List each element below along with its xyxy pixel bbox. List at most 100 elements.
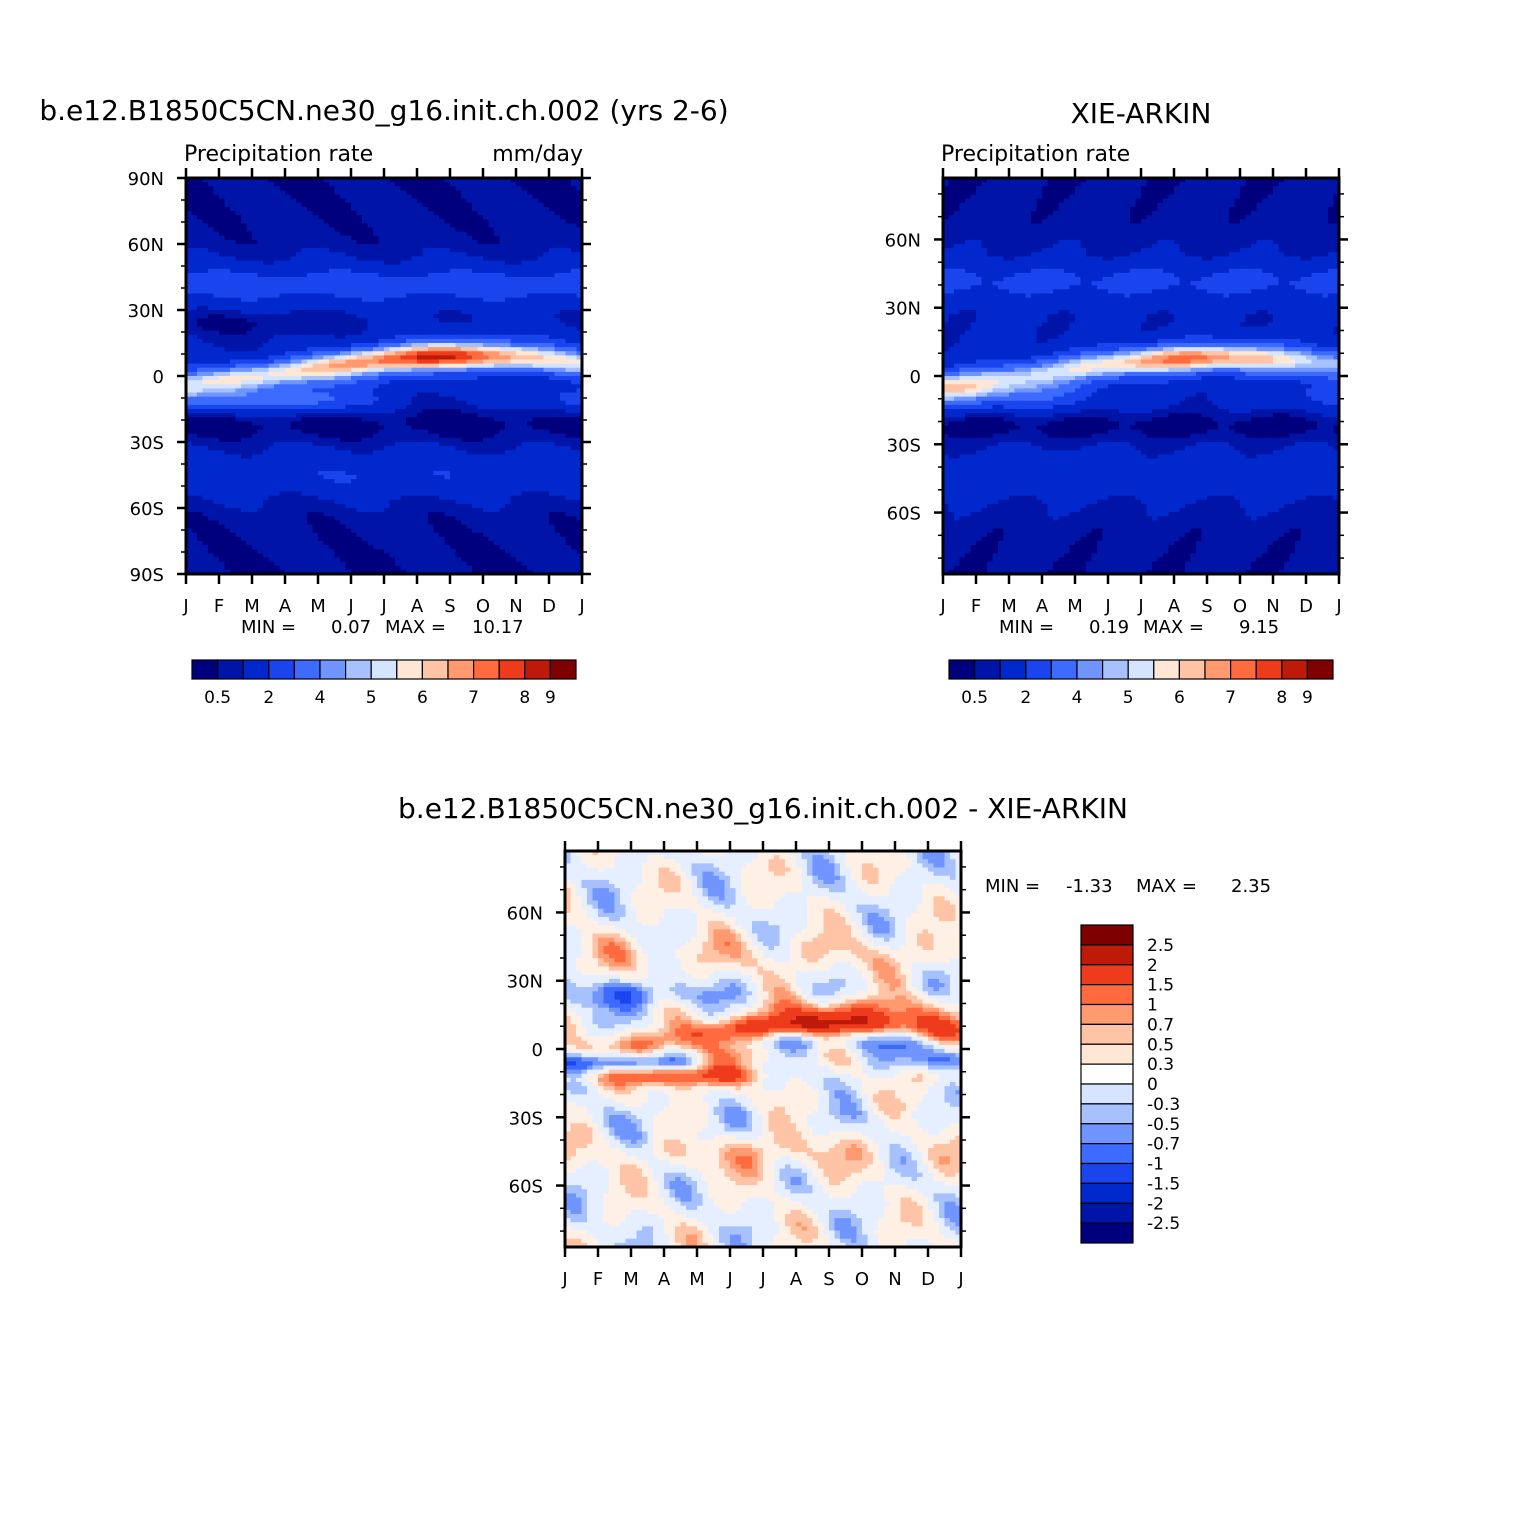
field-cell [439,178,446,183]
field-cell [488,442,495,447]
field-cell [230,429,237,435]
field-cell [450,305,457,311]
field-cell [296,235,303,241]
field-cell [191,260,198,266]
field-cell [494,235,501,241]
field-cell [279,272,286,278]
field-cell [301,347,308,352]
field-cell [367,330,374,336]
field-cell [516,330,523,336]
field-cell [521,384,528,389]
field-cell [246,318,253,323]
field-cell [422,223,429,229]
field-cell [191,446,198,451]
field-cell [439,392,446,398]
field-cell [422,442,429,447]
field-cell [516,400,523,406]
field-cell [252,244,259,249]
field-cell [384,367,391,373]
field-cell [428,347,435,352]
field-cell [538,400,545,406]
field-cell [279,462,286,468]
field-cell [549,289,556,295]
field-cell [510,289,517,295]
field-cell [538,347,545,352]
field-cell [285,223,292,229]
field-cell [208,421,215,427]
field-cell [373,215,380,220]
field-cell [296,227,303,233]
field-cell [362,268,369,274]
field-cell [560,433,567,439]
field-cell [516,231,523,237]
field-cell [279,277,286,282]
field-cell [549,268,556,274]
field-cell [274,355,281,361]
field-cell [378,186,385,191]
field-cell [296,367,303,373]
field-cell [411,252,418,257]
field-cell [395,359,402,365]
field-cell [510,194,517,200]
field-cell [560,409,567,414]
field-cell [450,384,457,389]
field-cell [351,425,358,431]
field-cell [389,334,396,340]
field-cell [345,293,352,299]
field-cell [532,442,539,447]
field-cell [202,442,209,447]
field-cell [323,297,330,303]
field-cell [224,380,231,385]
field-cell [186,326,193,332]
field-cell [494,297,501,303]
field-cell [329,314,336,319]
field-cell [411,277,418,282]
field-cell [246,235,253,241]
field-cell [197,388,204,394]
field-cell [499,458,506,464]
field-cell [576,404,583,410]
field-cell [362,293,369,299]
field-cell [263,190,270,196]
field-cell [246,239,253,245]
field-cell [257,239,264,245]
field-cell [433,458,440,464]
field-cell [367,454,374,460]
field-cell [560,227,567,233]
field-cell [384,239,391,245]
field-cell [527,404,534,410]
field-cell [527,198,534,204]
field-cell [230,186,237,191]
field-cell [290,330,297,336]
field-cell [554,380,561,385]
field-cell [411,392,418,398]
field-cell [208,442,215,447]
field-cell [362,376,369,381]
field-cell [461,182,468,187]
field-cell [208,458,215,464]
field-cell [516,450,523,455]
field-cell [312,260,319,266]
field-cell [532,388,539,394]
field-cell [384,252,391,257]
field-cell [521,285,528,290]
field-cell [417,248,424,253]
field-cell [323,425,330,431]
field-cell [527,293,534,299]
field-cell [213,404,220,410]
field-cell [576,248,583,253]
field-cell [395,252,402,257]
field-cell [450,421,457,427]
field-cell [543,227,550,233]
field-cell [345,248,352,253]
field-cell [422,289,429,295]
field-cell [538,442,545,447]
field-cell [466,446,473,451]
field-cell [455,392,462,398]
field-cell [285,343,292,348]
field-cell [428,223,435,229]
field-cell [252,450,259,455]
field-cell [263,314,270,319]
field-cell [532,285,539,290]
field-cell [549,318,556,323]
